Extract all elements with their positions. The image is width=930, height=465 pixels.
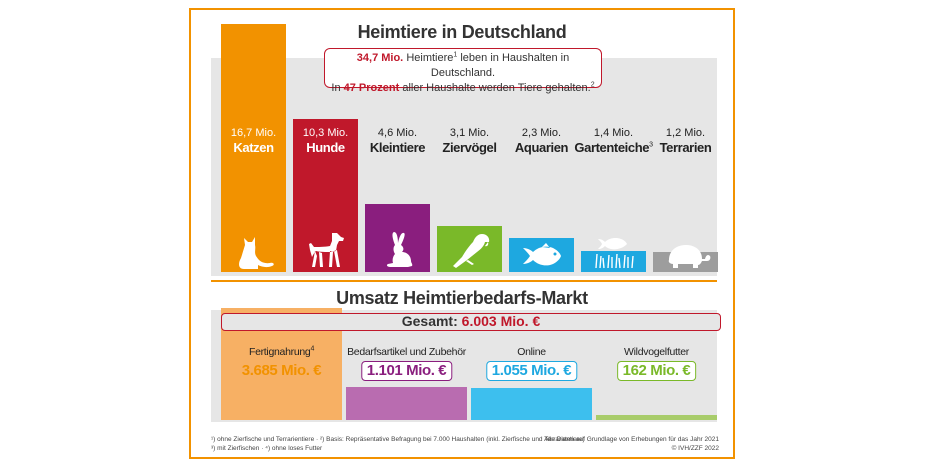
segment-label: Bedarfsartikel und Zubehör [347,346,466,358]
bar-value-label: 1,4 Mio. [593,127,634,139]
footnote-left-2: ³) mit Zierfischen · ⁴) ohne loses Futte… [211,445,323,452]
info-line2-pre: In [331,82,341,94]
bar-category-label: Terrarien [659,140,712,155]
rabbit-icon [365,232,430,270]
bar-category-label: Ziervögel [442,140,497,155]
segment-label: Wildvogelfutter [624,346,689,358]
info-total-pets: 34,7 Mio. [356,52,404,64]
dog-icon [293,232,358,270]
turtle-icon [653,232,718,270]
info-percent: 47 Prozent [343,82,400,94]
cat-icon [221,232,286,270]
info-sup1: 1 [453,51,458,59]
bar-category-label: Kleintiere [369,140,426,155]
bar-category-label: Aquarien [514,140,569,155]
footnote-right-1: Alle Daten auf Grundlage von Erhebungen … [544,436,719,443]
bar-value-label: 4,6 Mio. [377,127,418,139]
bar-value-label: 3,1 Mio. [449,127,490,139]
total-value: 6.003 Mio. € [461,313,541,329]
footnote-left-1: ¹) ohne Zierfische und Terrarientiere · … [211,436,585,443]
parrot-icon [437,232,502,270]
info-line2-rest: aller Haushalte werden Tiere gehalten. [402,82,591,94]
bar-label: 3,1 Mio. Ziervögel [442,126,497,156]
bar-category-label: Katzen [233,140,274,155]
bar-value-label: 16,7 Mio. [230,127,277,139]
segment-bar-3 [471,387,592,420]
total-label: Gesamt: [401,313,458,329]
segment-value: 162 Mio. € [616,361,697,381]
bar-label: 10,3 Mio. Hunde [303,126,348,156]
bar-label: 2,3 Mio. Aquarien [514,126,569,156]
segment-value: 1.101 Mio. € [360,361,453,381]
segment-label: Fertignahrung4 [248,345,315,359]
chart2-title: Umsatz Heimtierbedarfs-Markt [336,288,588,308]
bar-label: 1,2 Mio. Terrarien [660,126,712,156]
bar-value-label: 2,3 Mio. [521,127,562,139]
bar-value-label: 10,3 Mio. [302,127,349,139]
info-box: 34,7 Mio. Heimtiere1 leben in Haushalten… [324,48,602,94]
bar-label: 1,4 Mio. Gartenteiche3 [574,126,653,156]
section-divider [211,280,717,282]
bar-gartenteiche [581,251,646,272]
bar-hunde [293,119,358,272]
footnote-marker: 3 [649,141,653,149]
info-sup2: 2 [590,81,595,89]
infographic-frame: Heimtiere in Deutschland 16,7 Mio. Katzen… [189,8,735,459]
pond-fish-icon [581,232,646,270]
footnote-right-2: © IVH/ZZF 2022 [671,445,719,452]
footnote-marker: 4 [310,345,315,353]
chart1-title: Heimtiere in Deutschland [357,22,567,42]
segment-value: 3.685 Mio. € [235,361,328,381]
info-line1-rest: leben in Haushalten in Deutschland. [430,52,570,79]
segment-bar-2 [346,386,467,420]
bar-label: 4,6 Mio. Kleintiere [369,126,426,156]
segment-bar-4 [596,415,717,420]
bar-katzen [221,24,286,272]
bar-value-label: 1,2 Mio. [665,127,706,139]
info-word: Heimtiere [406,52,454,64]
bar-label: 16,7 Mio. Katzen [231,126,276,156]
bar-category-label: Hunde [306,140,345,155]
segment-value: 1.055 Mio. € [485,361,578,381]
segment-label: Online [517,346,546,358]
total-box: Gesamt: 6.003 Mio. € [221,313,721,331]
bar-category-label: Gartenteiche3 [574,140,653,155]
fish-icon [509,232,574,270]
